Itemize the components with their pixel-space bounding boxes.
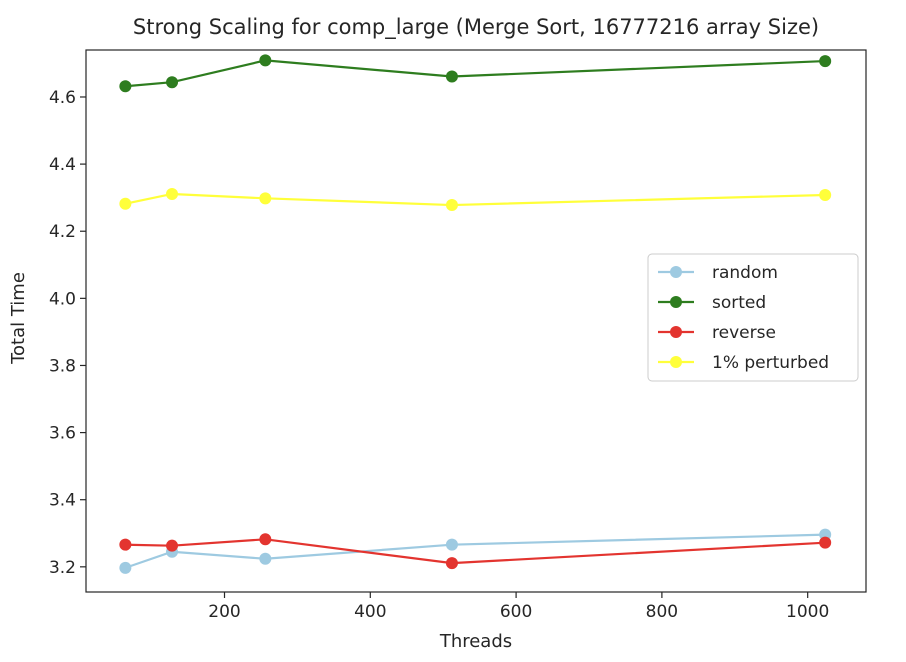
y-tick-label: 3.8 [49,356,76,376]
data-point [445,557,458,570]
x-axis: 200 400 600 800 1000 [208,592,829,622]
series-1-perturbed [119,187,832,212]
y-tick-label: 4.6 [49,88,76,108]
data-point [166,539,179,552]
legend-entry: reverse [658,323,776,343]
y-tick-label: 4.2 [49,222,76,242]
data-point [119,561,132,574]
data-point [119,80,132,93]
y-tick-label: 3.6 [49,424,76,444]
y-tick-label: 4.4 [49,155,76,175]
data-point [119,538,132,551]
data-point [259,533,272,546]
legend-label: reverse [712,323,776,343]
x-tick-label: 800 [646,602,678,622]
legend-entry: random [658,263,778,283]
data-point [445,199,458,212]
legend-label: random [712,263,778,283]
legend-swatch-marker [670,326,682,338]
legend-swatch-marker [670,296,682,308]
data-point [819,55,832,68]
y-tick-label: 3.2 [49,558,76,578]
series-reverse [119,533,832,570]
y-tick-label: 4.0 [49,289,76,309]
y-axis-label: Total Time [8,272,29,365]
legend: random sorted reverse 1% perturbed [647,253,859,382]
legend-label: sorted [712,293,766,313]
data-point [259,54,272,67]
data-point [166,187,179,200]
chart-title: Strong Scaling for comp_large (Merge Sor… [133,15,819,40]
data-point [445,70,458,83]
legend-swatch-marker [670,356,682,368]
data-point [259,552,272,565]
data-point [259,192,272,205]
legend-entry: 1% perturbed [658,353,829,373]
series-sorted [119,54,832,93]
y-axis: 3.2 3.4 3.6 3.8 4.0 4.2 4.4 4.6 [49,88,86,578]
x-axis-label: Threads [439,631,512,652]
legend-entry: sorted [658,293,766,313]
legend-label: 1% perturbed [712,353,829,373]
data-point [166,76,179,89]
legend-swatch-marker [670,266,682,278]
data-point [819,536,832,549]
series-layer [119,54,832,574]
y-tick-label: 3.4 [49,491,76,511]
x-tick-label: 1000 [786,602,829,622]
x-tick-label: 600 [500,602,532,622]
x-tick-label: 200 [208,602,240,622]
legend-box [647,253,859,382]
data-point [119,197,132,210]
data-point [445,538,458,551]
x-tick-label: 400 [354,602,386,622]
data-point [819,188,832,201]
